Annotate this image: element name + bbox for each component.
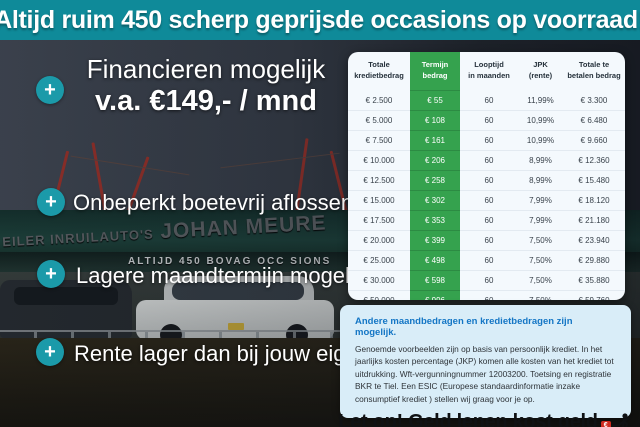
finance-table-cell: € 59.760	[563, 291, 625, 300]
finance-table: Totale kredietbedrag Termijn bedrag Loopti…	[348, 52, 625, 300]
top-banner: Altijd ruim 450 scherp geprijsde occasio…	[0, 0, 640, 40]
finance-table-cell: € 18.120	[563, 190, 625, 211]
finance-table-cell: € 7.500	[348, 130, 410, 151]
license-plate	[228, 323, 244, 330]
finance-table-cell: 60	[460, 250, 518, 271]
finance-table-row: € 50.000€ 996607,50%€ 59.760	[348, 290, 625, 300]
finance-table-cell: 60	[460, 150, 518, 171]
finance-table-cell: 11,99%	[518, 90, 563, 111]
financing-price: v.a. €149,- / mnd	[95, 85, 317, 117]
finance-table-cell: 7,50%	[518, 250, 563, 271]
finance-table-cell: € 15.480	[563, 170, 625, 191]
finance-table-row: € 5.000 € 108 60 10,99% € 6.480	[348, 110, 625, 131]
plus-icon: +	[37, 188, 65, 216]
finance-table-cell: 7,99%	[518, 190, 563, 211]
finance-table-cell: 10,99%	[518, 110, 563, 131]
finance-table-cell: 60	[460, 210, 518, 231]
finance-table-cell: 10,99%	[518, 130, 563, 151]
finance-table-cell: 7,99%	[518, 210, 563, 231]
finance-table-cell: 7,50%	[518, 291, 563, 300]
info-panel: Andere maandbedragen en kredietbedragen …	[338, 305, 631, 427]
finance-table-header-cell: Termijn bedrag	[410, 52, 460, 91]
finance-table-row: € 25.000 € 498 60 7,50% € 29.880	[348, 250, 625, 271]
finance-table-cell: € 12.500	[348, 170, 410, 191]
finance-table-row: € 10.000 € 206 60 8,99% € 12.360	[348, 150, 625, 171]
dragging-figure-icon	[610, 413, 629, 427]
finance-table-cell: € 50.000	[348, 291, 410, 300]
finance-table-cell: € 21.180	[563, 210, 625, 231]
finance-table-row: € 12.500 € 258 60 8,99% € 15.480	[348, 170, 625, 191]
finance-table-cell: € 498	[410, 250, 460, 271]
finance-table-row: € 2.500 € 55 60 11,99% € 3.300	[348, 90, 625, 111]
finance-table-cell: € 9.660	[563, 130, 625, 151]
finance-table-cell: € 353	[410, 210, 460, 231]
finance-table-header-cell: Totale te betalen bedrag	[567, 60, 621, 81]
financing-headline: Financieren mogelijk	[86, 54, 326, 84]
finance-table-cell: 60	[460, 130, 518, 151]
plus-icon: +	[36, 338, 64, 366]
finance-table-cell: 8,99%	[518, 170, 563, 191]
finance-table-cell: € 55	[410, 90, 460, 111]
finance-table-cell: 60	[460, 291, 518, 300]
finance-table-cell: € 15.000	[348, 190, 410, 211]
finance-table-cell: € 399	[410, 230, 460, 251]
finance-table-cell: € 10.000	[348, 150, 410, 171]
finance-table-cell: 60	[460, 270, 518, 291]
finance-table-cell: € 23.940	[563, 230, 625, 251]
finance-table-cell: € 29.880	[563, 250, 625, 271]
finance-table-cell: € 30.000	[348, 270, 410, 291]
finance-table-cell: € 2.500	[348, 90, 410, 111]
finance-table-body: € 2.500 € 55 60 11,99% € 3.300 € 5.000 € 108 60…	[348, 90, 625, 300]
finance-table-cell: € 161	[410, 130, 460, 151]
geld-lenen-kost-geld-icon: €	[600, 412, 633, 427]
plus-icon: +	[36, 76, 64, 104]
finance-table-cell: € 996	[410, 290, 460, 300]
finance-table-cell: € 302	[410, 190, 460, 211]
finance-table-cell: € 108	[410, 110, 460, 131]
finance-table-cell: € 3.300	[563, 90, 625, 111]
finance-table-cell: € 25.000	[348, 250, 410, 271]
finance-table-cell: € 206	[410, 150, 460, 171]
loan-warning: Let op! Geld lenen kost geld €	[338, 411, 629, 427]
finance-table-cell: € 20.000	[348, 230, 410, 251]
finance-table-cell: € 17.500	[348, 210, 410, 231]
finance-table-cell: € 598	[410, 270, 460, 291]
finance-table-header-cell: Looptijd in maanden	[468, 60, 510, 81]
panel-disclaimer: Genoemde voorbeelden zijn op basis van p…	[355, 344, 614, 404]
banner-title: Altijd ruim 450 scherp geprijsde occasio…	[0, 5, 640, 34]
finance-table-cell: € 12.360	[563, 150, 625, 171]
bullet-maandtermijn: Lagere maandtermijn mogelijk	[76, 263, 371, 288]
finance-table-cell: 60	[460, 90, 518, 111]
finance-table-header-cell: Totale kredietbedrag	[354, 60, 404, 81]
finance-table-row: € 20.000 € 399 60 7,50% € 23.940	[348, 230, 625, 251]
signage-subtext: ALTIJD 450 BOVAG OCC SIONS	[128, 256, 358, 267]
plus-icon: +	[37, 260, 65, 288]
finance-table-cell: 60	[460, 170, 518, 191]
finance-table-header-cell: JPK (rente)	[528, 60, 553, 81]
finance-table-cell: 7,50%	[518, 270, 563, 291]
finance-table-cell: € 35.880	[563, 270, 625, 291]
finance-table-row: € 7.500 € 161 60 10,99% € 9.660	[348, 130, 625, 151]
finance-table-cell: 8,99%	[518, 150, 563, 171]
finance-table-cell: € 258	[410, 170, 460, 191]
panel-heading: Andere maandbedragen en kredietbedragen …	[355, 316, 573, 338]
loan-warning-text: Let op! Geld lenen kost geld	[338, 411, 598, 427]
dark-suv	[0, 280, 132, 338]
finance-table-cell: € 6.480	[563, 110, 625, 131]
finance-table-cell: 7,50%	[518, 230, 563, 251]
finance-table-row: € 15.000 € 302 60 7,99% € 18.120	[348, 190, 625, 211]
finance-table-row: € 30.000 € 598 60 7,50% € 35.880	[348, 270, 625, 291]
finance-card: Totale kredietbedrag Termijn bedrag Loopti…	[348, 52, 625, 300]
finance-table-head: Totale kredietbedrag Termijn bedrag Loopti…	[348, 52, 625, 91]
bullet-boetevrij: Onbeperkt boetevrij aflossen	[73, 190, 354, 215]
finance-table-row: € 17.500 € 353 60 7,99% € 21.180	[348, 210, 625, 231]
finance-table-cell: 60	[460, 110, 518, 131]
finance-table-cell: 60	[460, 230, 518, 251]
finance-table-cell: € 5.000	[348, 110, 410, 131]
finance-table-cell: 60	[460, 190, 518, 211]
